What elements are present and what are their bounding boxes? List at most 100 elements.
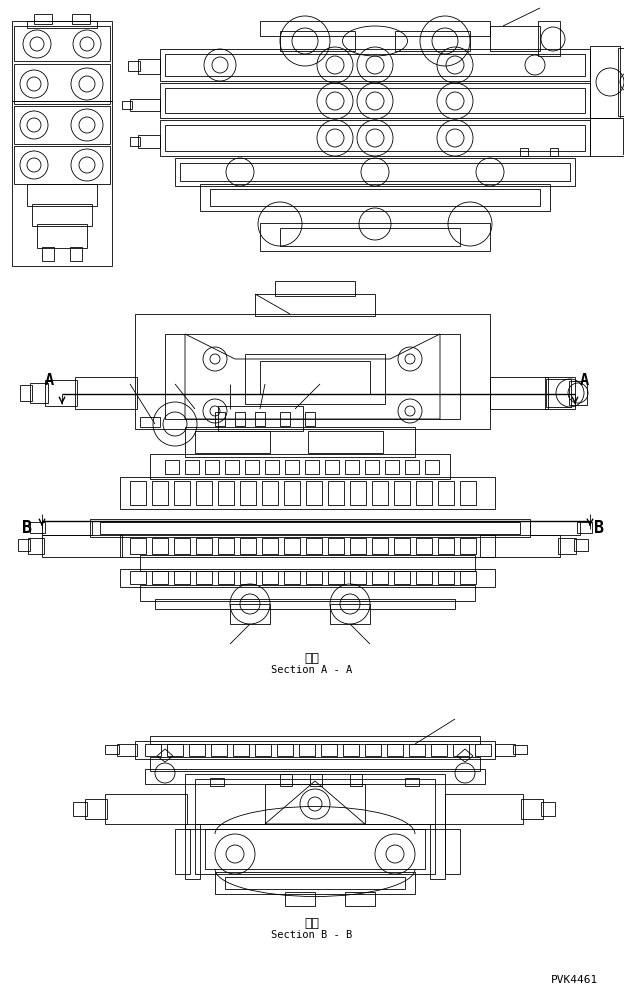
Bar [285, 892, 315, 907]
Bar [215, 872, 415, 894]
Bar [18, 540, 30, 552]
Bar [140, 556, 475, 572]
Bar [280, 774, 292, 786]
Bar [550, 149, 558, 157]
Bar [372, 481, 388, 506]
Bar [284, 481, 300, 506]
Bar [160, 83, 590, 119]
Bar [590, 47, 620, 119]
Bar [306, 481, 322, 506]
Bar [308, 431, 383, 453]
Bar [90, 520, 530, 538]
Bar [275, 281, 355, 296]
Bar [215, 413, 225, 426]
Bar [590, 119, 624, 157]
Bar [135, 315, 490, 429]
Bar [167, 745, 183, 756]
Bar [260, 224, 490, 251]
Bar [45, 381, 77, 407]
Bar [70, 248, 82, 261]
Bar [262, 481, 278, 506]
Bar [218, 481, 234, 506]
Bar [196, 539, 212, 555]
Text: B: B [22, 519, 32, 537]
Bar [130, 539, 146, 555]
Bar [180, 164, 570, 182]
Bar [577, 523, 592, 534]
Bar [235, 413, 245, 426]
Bar [27, 22, 97, 29]
Bar [513, 746, 527, 754]
Bar [475, 745, 491, 756]
Bar [130, 572, 146, 584]
Bar [262, 572, 278, 584]
Bar [623, 120, 624, 155]
Bar [305, 460, 319, 474]
Bar [205, 829, 425, 869]
Bar [175, 829, 190, 874]
Bar [545, 378, 575, 410]
Bar [165, 460, 179, 474]
Bar [152, 539, 168, 555]
Bar [175, 159, 575, 187]
Bar [445, 794, 523, 824]
Bar [416, 539, 432, 555]
Bar [558, 539, 576, 555]
Bar [145, 769, 485, 784]
Bar [185, 427, 415, 457]
Bar [328, 481, 344, 506]
Bar [240, 539, 256, 555]
Bar [260, 362, 370, 395]
Bar [85, 799, 107, 819]
Bar [280, 413, 290, 426]
Bar [284, 572, 300, 584]
Bar [430, 824, 445, 879]
Bar [233, 745, 249, 756]
Bar [416, 481, 432, 506]
Bar [310, 774, 322, 786]
Bar [105, 746, 119, 754]
Bar [245, 460, 259, 474]
Bar [225, 877, 405, 889]
Bar [541, 802, 555, 816]
Bar [260, 22, 490, 37]
Bar [530, 522, 580, 536]
Bar [345, 460, 359, 474]
Bar [265, 784, 365, 824]
Bar [245, 355, 385, 405]
Bar [174, 539, 190, 555]
Bar [42, 248, 54, 261]
Bar [12, 22, 112, 102]
Bar [394, 481, 410, 506]
Bar [405, 460, 419, 474]
Bar [120, 536, 495, 558]
Bar [328, 539, 344, 555]
Bar [460, 481, 476, 506]
Bar [210, 190, 540, 207]
Bar [218, 407, 303, 431]
Bar [211, 745, 227, 756]
Bar [350, 572, 366, 584]
Bar [225, 460, 239, 474]
Bar [284, 539, 300, 555]
Bar [387, 745, 403, 756]
Bar [174, 481, 190, 506]
Bar [150, 454, 450, 479]
Bar [165, 88, 585, 114]
Bar [618, 49, 624, 117]
Bar [416, 572, 432, 584]
Bar [490, 27, 540, 52]
Bar [350, 539, 366, 555]
Bar [218, 572, 234, 584]
Bar [75, 378, 137, 410]
Bar [73, 802, 87, 816]
Bar [262, 539, 278, 555]
Bar [20, 386, 32, 402]
Bar [140, 417, 160, 427]
Bar [122, 102, 132, 110]
Bar [120, 477, 495, 510]
Bar [394, 572, 410, 584]
Text: A: A [45, 373, 54, 388]
Bar [14, 27, 110, 62]
Text: Section B - B: Section B - B [271, 929, 353, 939]
